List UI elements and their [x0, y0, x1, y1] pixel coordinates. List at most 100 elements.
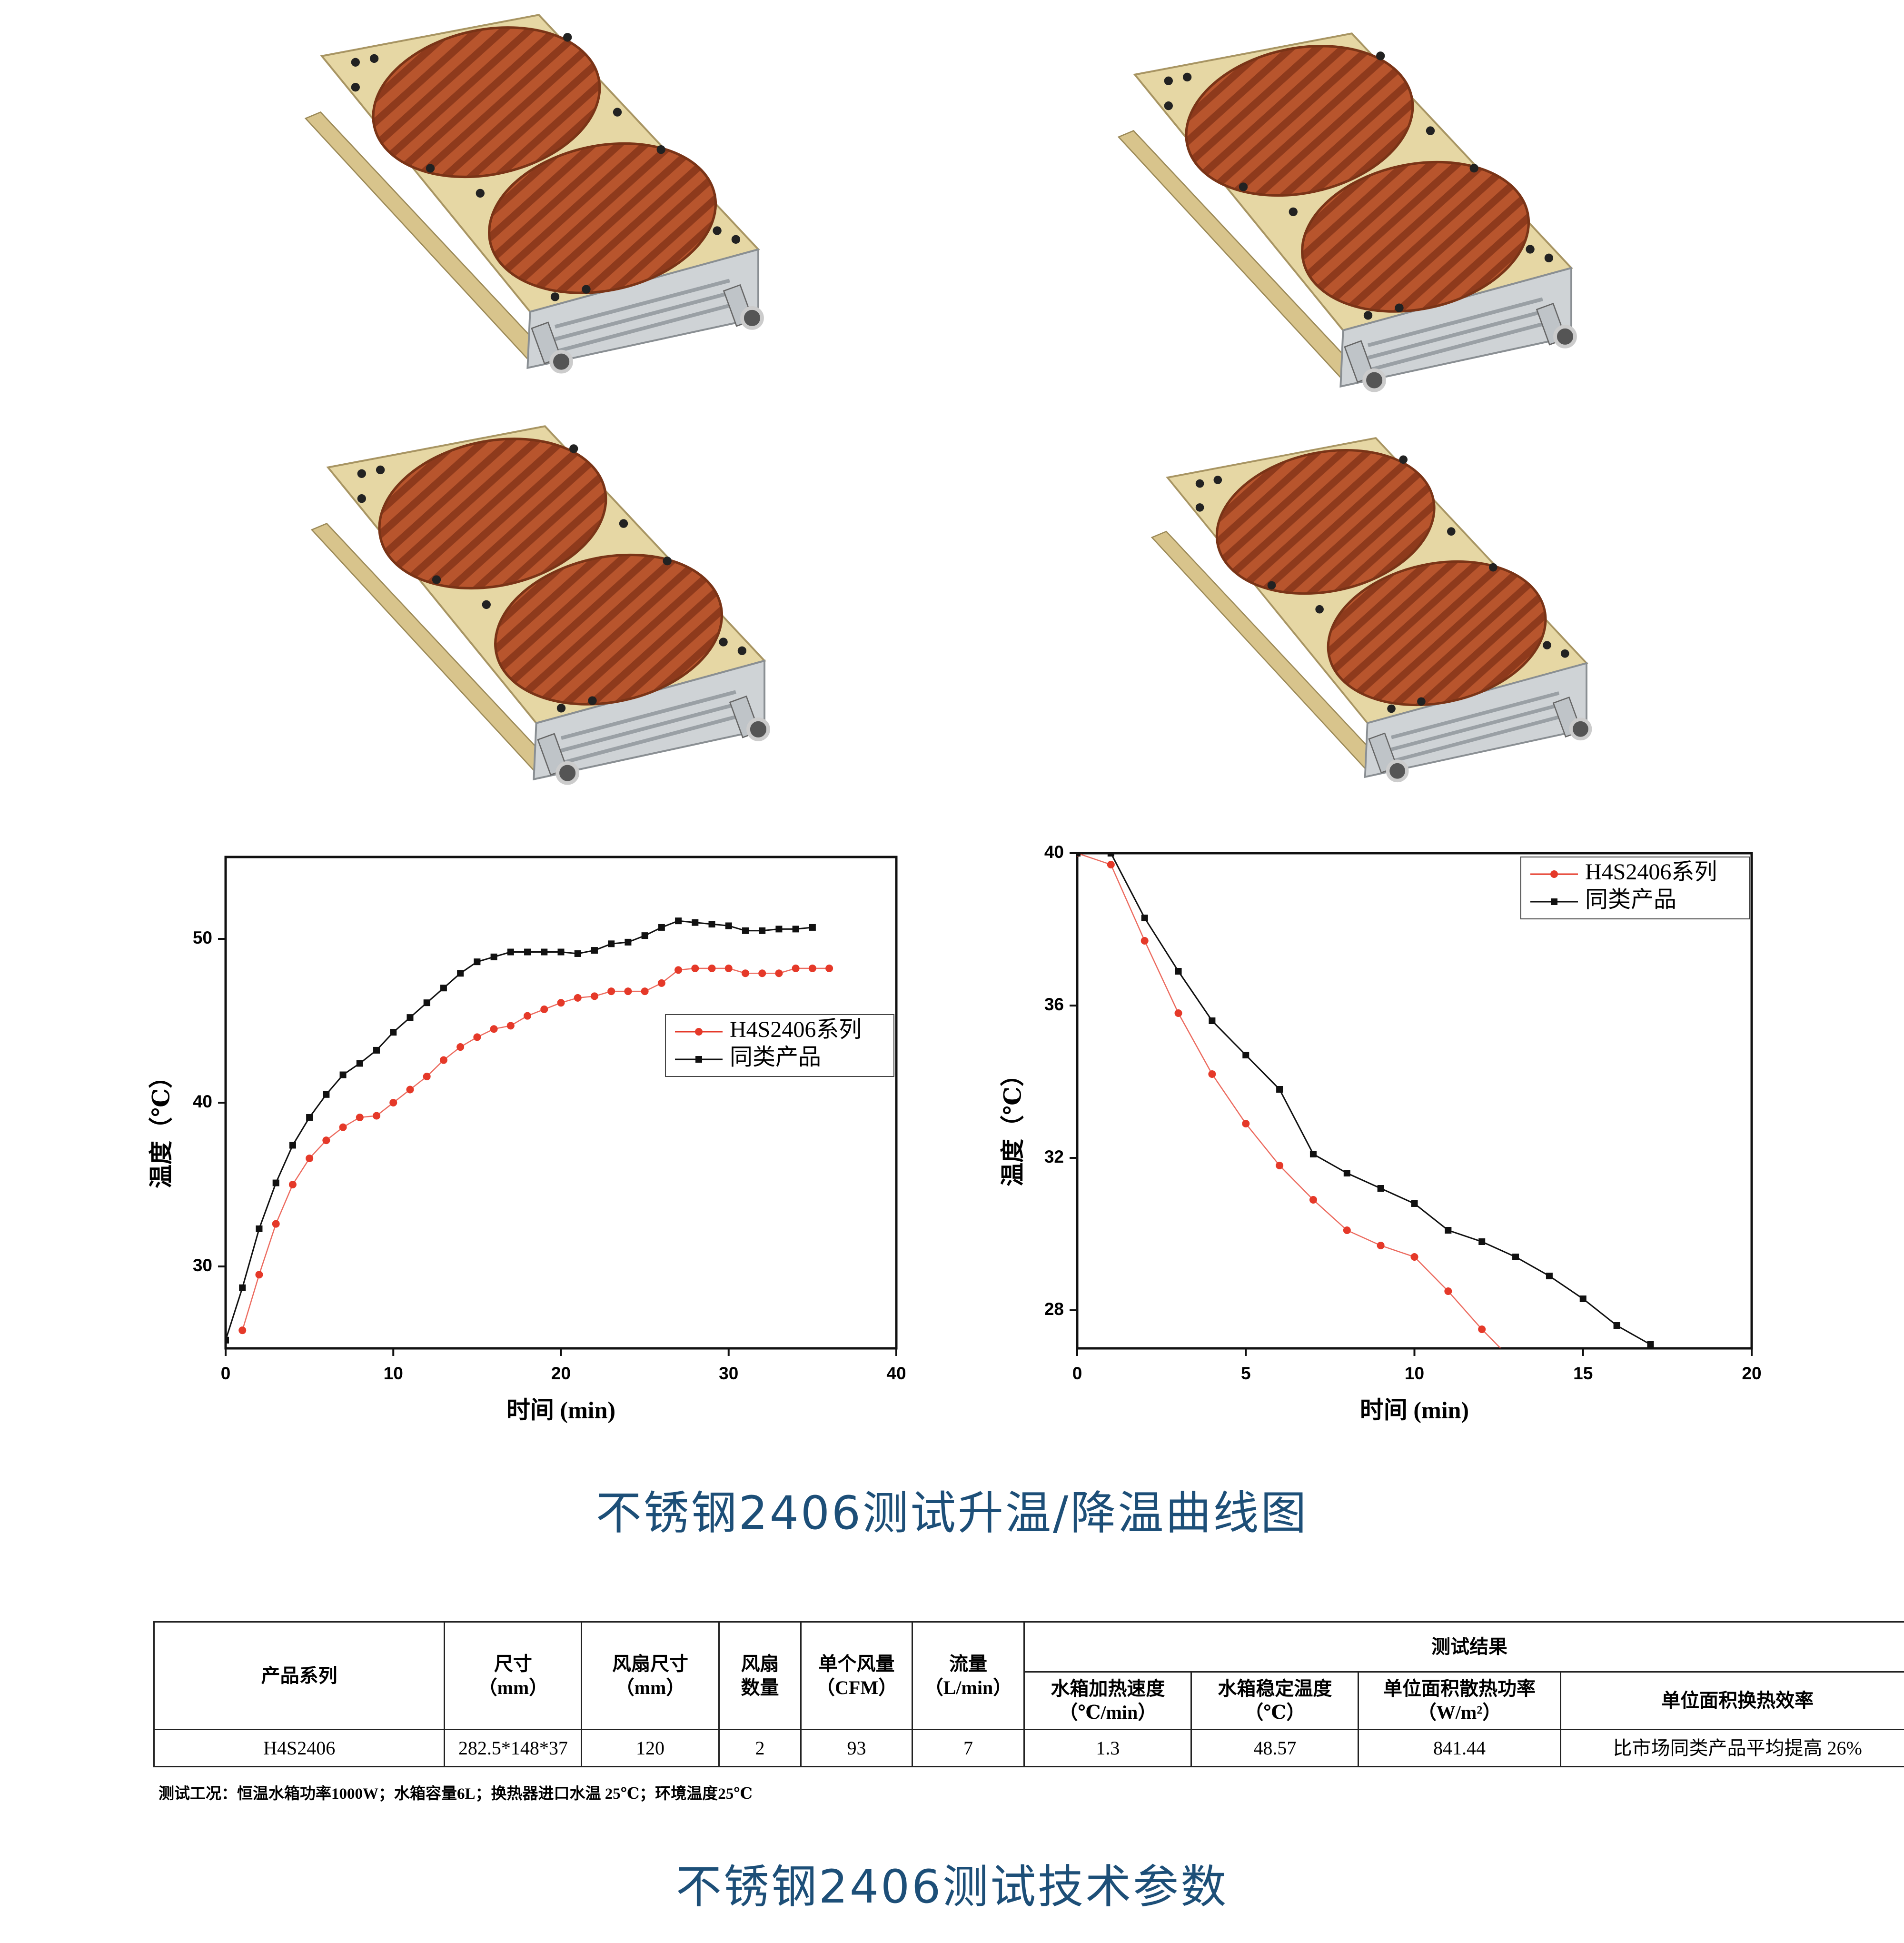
y-tick-label: 30 [193, 1255, 212, 1275]
data-point [591, 947, 598, 954]
cell-text: 比市场同类产品平均提高 26% [1613, 1737, 1862, 1759]
data-point [708, 921, 715, 928]
data-point [691, 964, 699, 972]
table-cell: 风扇尺寸 （mm） [581, 1621, 720, 1730]
data-point [808, 964, 816, 972]
product-image [1119, 26, 1575, 390]
data-point [306, 1154, 314, 1162]
data-point [809, 924, 816, 931]
data-point [339, 1071, 347, 1078]
data-point [524, 1012, 532, 1020]
data-point [674, 966, 683, 974]
cell-text: 单个风量 [818, 1653, 895, 1674]
cell-text: （℃） [1244, 1702, 1306, 1723]
series-line [1077, 853, 1651, 1345]
spec-table: 产品系列 尺寸 （mm） 风扇尺寸 （mm） 风扇 数量 单个风量 （CFM） 流量 （L/min）… [153, 1621, 1904, 1767]
data-point [1377, 1242, 1385, 1249]
data-point [557, 948, 565, 956]
data-point [1411, 1200, 1418, 1207]
data-point [256, 1225, 263, 1232]
data-point [759, 927, 766, 934]
data-point [490, 1025, 498, 1033]
data-point [524, 948, 531, 956]
data-point [356, 1060, 363, 1067]
table-cell: H4S2406 [153, 1729, 446, 1767]
plot-data [1077, 853, 1654, 1348]
data-point [725, 922, 732, 929]
table-cell: 120 [581, 1729, 720, 1767]
data-point [238, 1326, 247, 1335]
data-point [742, 927, 749, 934]
data-point [288, 1181, 297, 1188]
data-point [373, 1112, 381, 1120]
table-cell: 282.5*148*37 [444, 1729, 583, 1767]
legend-marker [695, 1056, 702, 1063]
cell-text: 单位面积散热功率 [1383, 1678, 1536, 1699]
legend-box [1520, 857, 1750, 919]
heading: 不锈钢2406测试技术参数 [675, 1860, 1229, 1913]
product-image [306, 8, 762, 372]
data-point [1208, 1070, 1216, 1078]
table-cell: 单位面积散热功率 （W/m²） [1358, 1671, 1561, 1730]
data-point [289, 1142, 296, 1149]
data-point [272, 1179, 279, 1186]
data-point [792, 926, 799, 933]
cell-text: 水箱加热速度 [1051, 1678, 1165, 1699]
data-point [1141, 915, 1148, 921]
table-cell: 单个风量 （CFM） [800, 1621, 913, 1730]
data-point [1209, 1017, 1216, 1024]
cell-text: （L/min） [924, 1676, 1012, 1698]
data-point [1107, 853, 1114, 857]
x-tick-label: 10 [1405, 1364, 1424, 1383]
cell-text: H4S2406 [263, 1737, 336, 1759]
cell-text: 风扇 [741, 1653, 779, 1674]
y-tick-label: 50 [193, 928, 212, 947]
heading: 不锈钢2406测试升温/降温曲线图 [595, 1486, 1309, 1540]
legend-label: H4S2406系列 [730, 1017, 862, 1042]
data-point [825, 964, 833, 972]
product-image [312, 419, 768, 783]
product-image [1152, 431, 1590, 780]
x-tick-label: 30 [719, 1364, 738, 1383]
data-point [590, 992, 598, 1000]
cell-text: 1.3 [1096, 1737, 1120, 1759]
cell-text: 单位面积换热效率 [1661, 1690, 1814, 1711]
data-point [1444, 1287, 1452, 1295]
x-tick-label: 20 [551, 1364, 571, 1383]
table-cell: 比市场同类产品平均提高 26% [1559, 1729, 1904, 1767]
data-point [473, 1033, 481, 1041]
table-cell: 1.3 [1023, 1729, 1192, 1767]
legend-label: 同类产品 [730, 1045, 821, 1070]
cell-text: （℃/min） [1059, 1702, 1157, 1723]
data-point [708, 964, 716, 972]
data-point [255, 1271, 263, 1279]
cell-text: 93 [847, 1737, 866, 1759]
data-point [507, 948, 514, 956]
data-point [356, 1113, 364, 1121]
data-point [1377, 1185, 1384, 1192]
table-cell: 产品系列 [153, 1621, 446, 1730]
data-point [1647, 1341, 1654, 1348]
plot-data [226, 917, 833, 1344]
legend-box [665, 1014, 894, 1077]
x-tick-label: 5 [1241, 1364, 1251, 1383]
data-point [1343, 1226, 1351, 1234]
table-cell: 水箱稳定温度 （℃） [1190, 1671, 1359, 1730]
y-tick-label: 40 [193, 1092, 212, 1111]
data-point [1242, 1120, 1250, 1127]
cell-text: （mm） [615, 1676, 685, 1698]
data-point [1445, 1227, 1452, 1234]
data-point [1410, 1253, 1418, 1261]
cell-text: 841.44 [1433, 1737, 1486, 1759]
data-point [1512, 1254, 1519, 1260]
cell-text: 流量 [949, 1653, 987, 1674]
data-point [641, 932, 648, 939]
data-point [607, 987, 615, 996]
data-point [423, 1072, 431, 1080]
data-point [1478, 1325, 1486, 1333]
data-point [1478, 1238, 1486, 1245]
data-point [389, 1099, 397, 1106]
legend-marker [1550, 870, 1558, 878]
data-point [574, 994, 582, 1002]
